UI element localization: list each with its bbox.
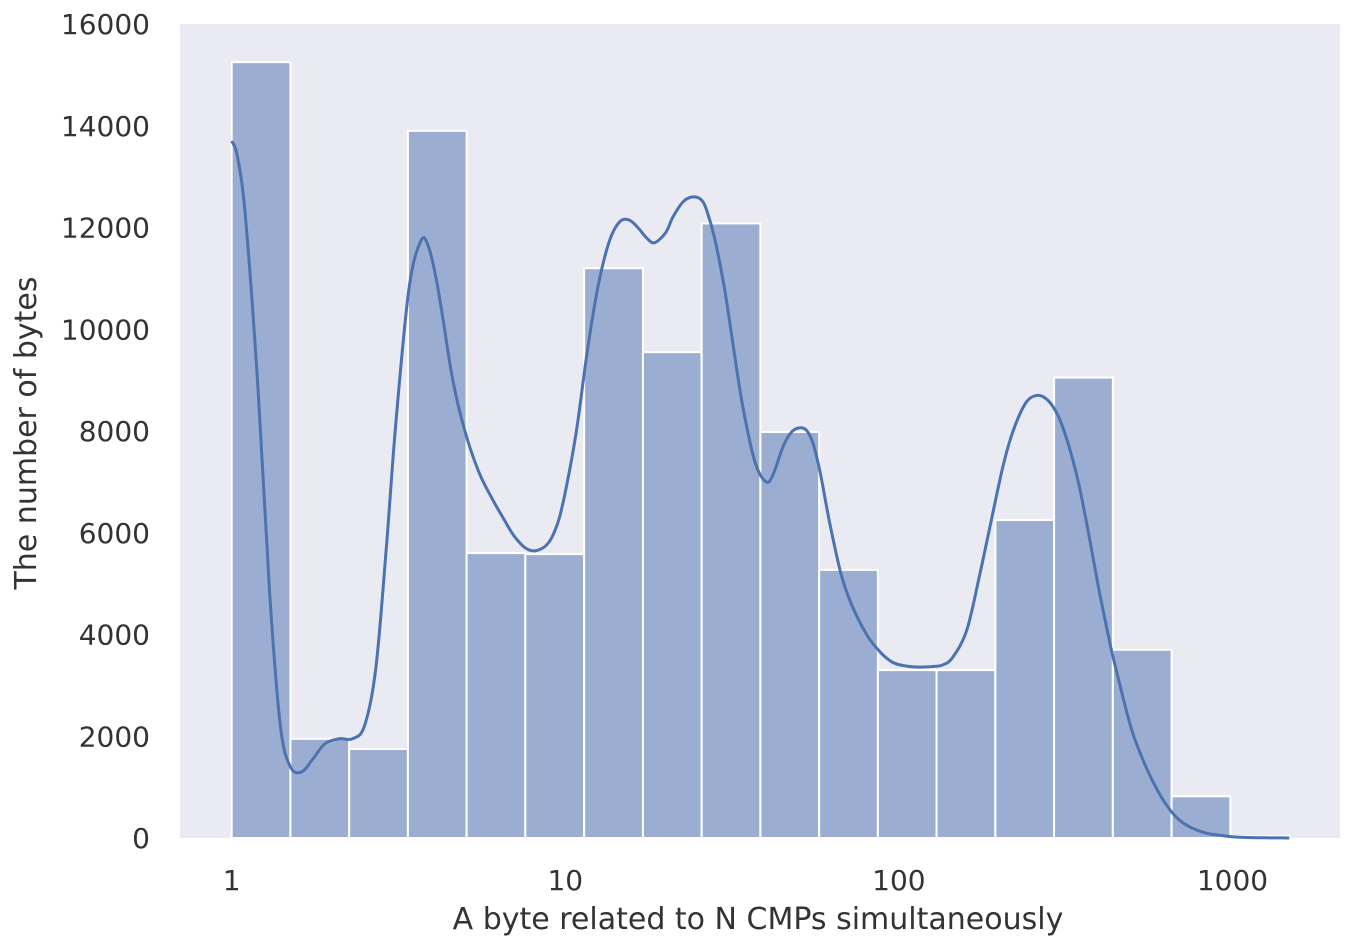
y-tick-label: 4000 xyxy=(79,619,150,652)
y-tick-label: 16000 xyxy=(61,8,150,41)
y-axis-label: The number of bytes xyxy=(9,276,44,590)
y-tick-label: 14000 xyxy=(61,110,150,143)
x-tick-label: 1 xyxy=(223,864,241,897)
kde-curve xyxy=(230,140,1290,840)
histogram-bar xyxy=(465,552,527,839)
histogram-bar xyxy=(641,351,703,839)
histogram-bar xyxy=(583,267,644,839)
histogram-bar xyxy=(759,431,821,839)
x-tick-label: 10 xyxy=(547,864,583,897)
histogram-bar xyxy=(935,669,997,839)
histogram-bar xyxy=(876,669,938,839)
histogram-bar xyxy=(348,747,409,839)
y-tick-label: 2000 xyxy=(79,720,150,753)
y-tick-label: 8000 xyxy=(79,415,150,448)
histogram-bar xyxy=(406,129,468,839)
histogram-bar xyxy=(994,519,1056,839)
histogram-bar xyxy=(524,553,586,839)
histogram-bar xyxy=(700,222,762,839)
x-axis-label: A byte related to N CMPs simultaneously xyxy=(453,902,1064,937)
x-tick-label: 100 xyxy=(872,864,925,897)
histogram-bar xyxy=(1111,648,1173,840)
y-tick-label: 12000 xyxy=(61,212,150,245)
histogram-bar xyxy=(818,568,879,839)
y-tick-label: 10000 xyxy=(61,313,150,346)
y-axis-ticks: 0 2000 4000 6000 8000 10000 12000 14000 16000 xyxy=(61,8,150,855)
y-tick-label: 0 xyxy=(132,822,150,855)
x-tick-label: 1000 xyxy=(1197,864,1268,897)
y-tick-label: 6000 xyxy=(79,517,150,550)
x-axis-ticks: 1 10 100 1000 xyxy=(223,864,1268,897)
histogram-bar xyxy=(289,737,351,840)
